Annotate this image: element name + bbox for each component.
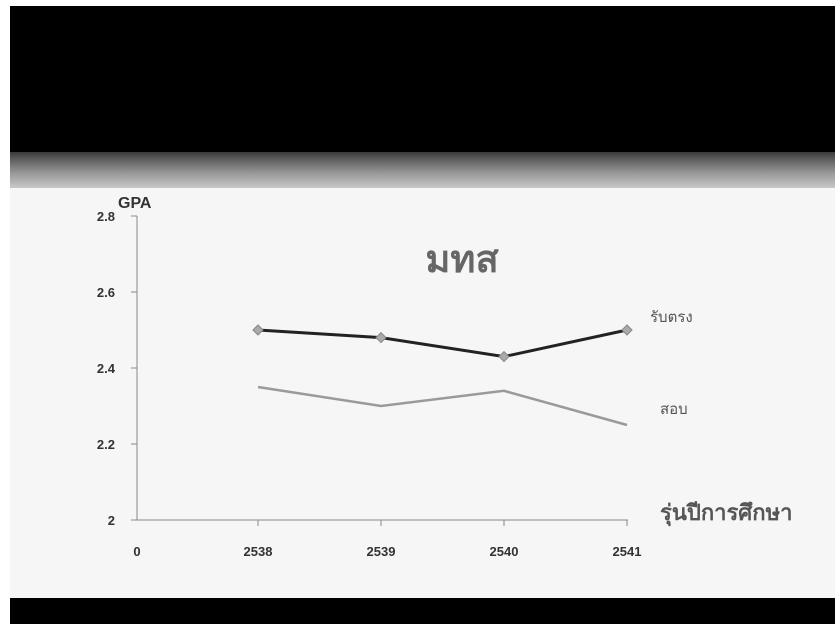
x-ticks: 2538 2539 2540 2541 xyxy=(244,520,642,559)
y-tick-label: 2 xyxy=(108,513,115,528)
chart-title: มทส xyxy=(425,237,499,281)
series-label-1: รับตรง xyxy=(650,308,693,326)
data-point xyxy=(498,350,510,363)
x-tick-label: 2540 xyxy=(490,544,519,559)
x-axis-label: รุ่นปีการศึกษา xyxy=(660,501,792,527)
bottom-black-bar xyxy=(10,598,835,624)
chart-panel xyxy=(10,188,835,598)
y-ticks: 2 2.2 2.4 2.6 2.8 xyxy=(97,209,137,528)
y-axis-label: GPA xyxy=(118,195,152,212)
y-tick-label: 2.2 xyxy=(97,437,115,452)
x-tick-label: 2538 xyxy=(244,544,273,559)
x-tick-label: 2541 xyxy=(613,544,642,559)
y-tick-label: 2.4 xyxy=(97,361,116,376)
x-tick-label: 2539 xyxy=(367,544,396,559)
data-point xyxy=(621,324,633,336)
data-point xyxy=(375,331,387,344)
series-label-2: สอบ xyxy=(660,400,688,418)
data-point xyxy=(252,324,264,336)
series-line-1 xyxy=(257,328,628,359)
series-line-2 xyxy=(257,385,628,427)
origin-label: 0 xyxy=(133,544,140,559)
y-tick-label: 2.8 xyxy=(97,209,115,224)
axes xyxy=(136,216,628,521)
y-tick-label: 2.6 xyxy=(97,285,115,300)
gradient-band xyxy=(10,152,835,188)
top-black-bar xyxy=(10,6,835,152)
